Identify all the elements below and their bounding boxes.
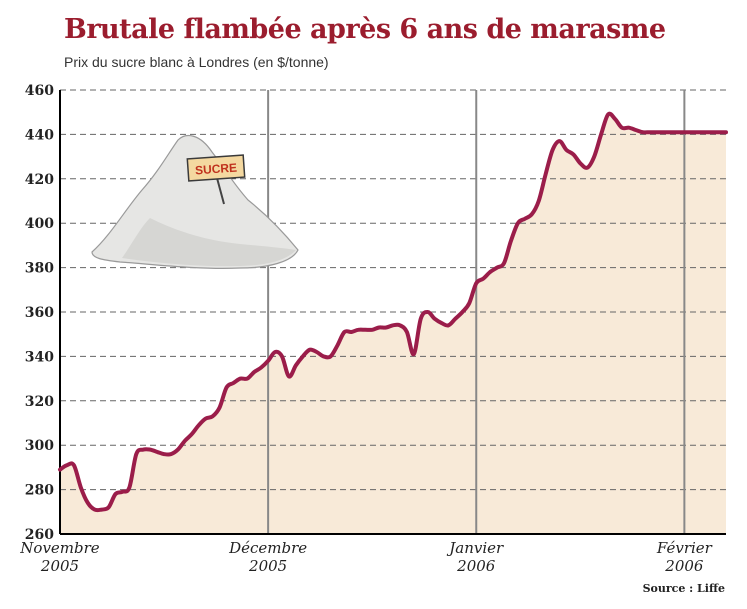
y-tick-label-280: 280 [25, 483, 54, 499]
y-tick-label-440: 440 [25, 127, 54, 143]
x-tick-month-3: Février [656, 539, 713, 557]
y-tick-label-460: 460 [25, 83, 54, 99]
sugar-pile-shade [122, 218, 296, 267]
chart-title: Brutale flambée après 6 ans de marasme [64, 14, 666, 45]
y-tick-label-360: 360 [25, 305, 54, 321]
y-tick-label-380: 380 [25, 261, 54, 277]
x-tick-month-0: Novembre [19, 539, 100, 557]
sugar-pile-illustration: SUCRE [91, 134, 299, 269]
x-tick-year-1: 2005 [248, 557, 287, 575]
y-tick-label-320: 320 [25, 394, 54, 410]
area-fill [60, 113, 726, 534]
y-tick-label-260: 260 [25, 527, 54, 543]
x-tick-year-0: 2005 [40, 557, 79, 575]
x-tick-year-3: 2006 [664, 557, 704, 575]
y-tick-label-420: 420 [25, 172, 54, 188]
sign-label: SUCRE [195, 161, 238, 178]
chart-source: Source : Liffe [642, 582, 725, 595]
y-tick-label-400: 400 [25, 216, 54, 232]
chart-subtitle: Prix du sucre blanc à Londres (en $/tonn… [64, 54, 329, 70]
sign-board [186, 154, 246, 182]
price-line [58, 111, 728, 513]
x-tick-month-2: Janvier [446, 539, 504, 557]
x-tick-year-2: 2006 [456, 557, 496, 575]
y-tick-label-340: 340 [25, 349, 54, 365]
x-tick-month-1: Décembre [228, 539, 307, 557]
sign-stick [216, 177, 225, 205]
y-tick-label-300: 300 [25, 438, 54, 454]
